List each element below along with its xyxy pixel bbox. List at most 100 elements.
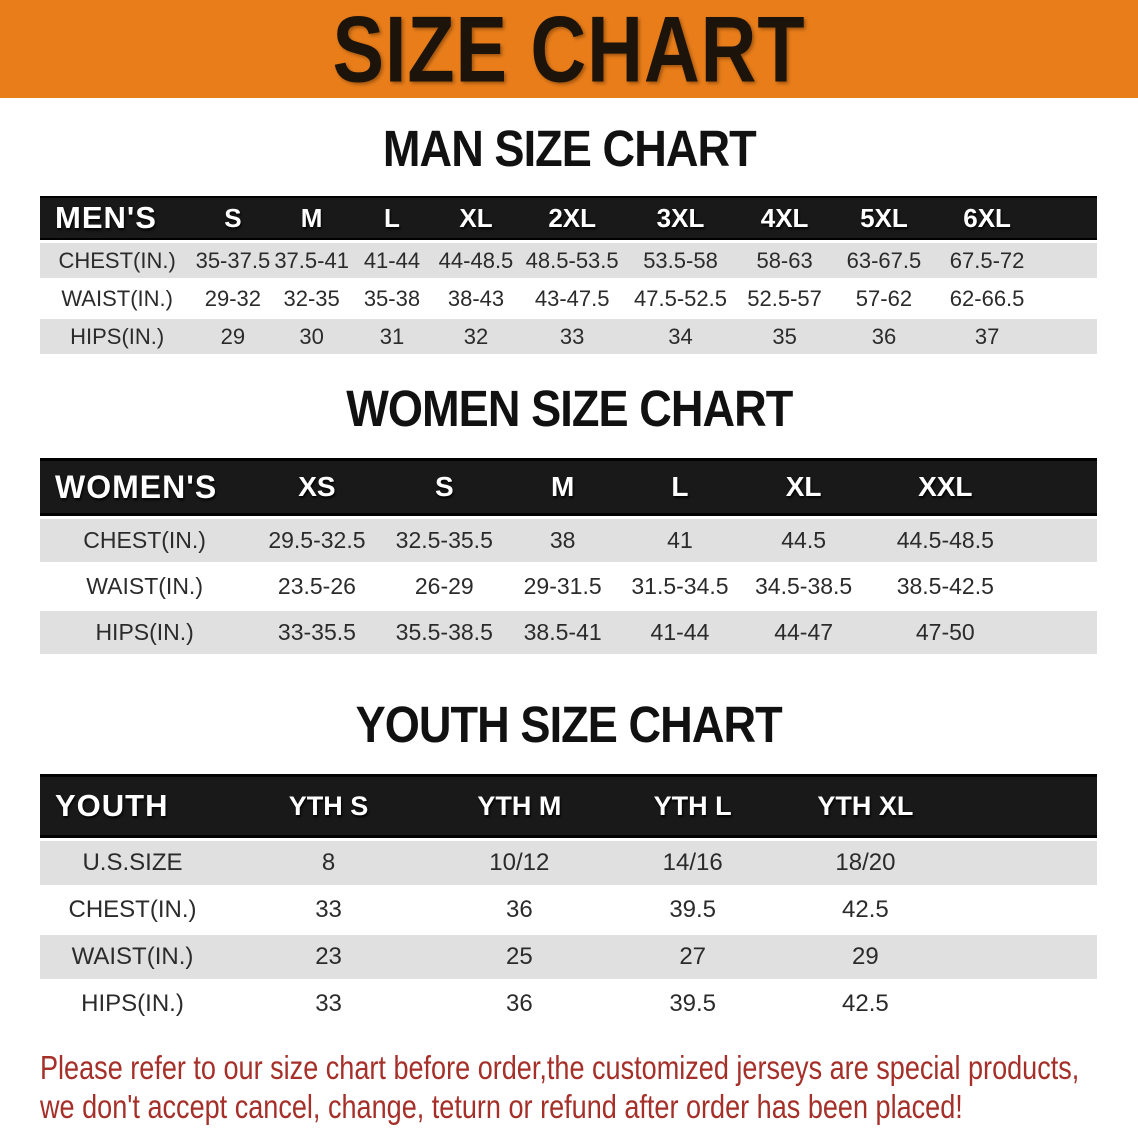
value-cell: 38-43 bbox=[447, 285, 505, 311]
value-cell: 29.5-32.5 bbox=[268, 527, 366, 553]
table-row: CHEST(IN.) 29.5-32.5 32.5-35.5 38 41 44.5 44.5… bbox=[40, 519, 1097, 562]
value-cell: 39.5 bbox=[669, 990, 717, 1017]
value-cell: 23 bbox=[315, 943, 342, 970]
column-header-cell: 6XL bbox=[963, 202, 1011, 233]
value-cell: 27 bbox=[679, 943, 707, 970]
column-header-cell: S bbox=[434, 471, 454, 502]
table-row: HIPS(IN.) 33-35.5 35.5-38.5 38.5-41 41-44 44-… bbox=[40, 611, 1097, 654]
column-header-cell: L bbox=[671, 471, 689, 502]
youth-size-table: YOUTH YTH S YTH M YTH L YTH XL U.S.SIZE 8 10/12… bbox=[40, 774, 1097, 1026]
table-row: CHEST(IN.) 33 36 39.5 42.5 bbox=[40, 888, 1097, 932]
value-cell: 44-47 bbox=[774, 619, 834, 645]
table-row: HIPS(IN.) 33 36 39.5 42.5 bbox=[40, 982, 1097, 1026]
table-row: CHEST(IN.) 35-37.5 37.5-41 41-44 44-48.5 48.5… bbox=[40, 243, 1097, 278]
disclaimer-line-1: Please refer to our size chart before or… bbox=[40, 1049, 1080, 1086]
value-cell: 18/20 bbox=[835, 849, 896, 876]
value-cell: 35-38 bbox=[363, 285, 421, 311]
column-header-cell: 2XL bbox=[548, 202, 596, 233]
value-cell: 42.5 bbox=[842, 990, 889, 1017]
men-section-heading: MAN SIZE CHART bbox=[382, 121, 757, 178]
order-disclaimer: Please refer to our size chart before or… bbox=[40, 1048, 1138, 1126]
value-cell: 62-66.5 bbox=[949, 285, 1025, 311]
banner-title: SIZE CHART bbox=[332, 0, 806, 102]
value-cell: 38 bbox=[549, 527, 576, 553]
table-title-cell: MEN'S bbox=[55, 200, 157, 235]
value-cell: 37.5-41 bbox=[274, 247, 349, 273]
column-header-cell: XXL bbox=[918, 471, 973, 502]
value-cell: 38.5-42.5 bbox=[896, 573, 994, 599]
table-row: WAIST(IN.) 29-32 32-35 35-38 38-43 43-47.5 47.… bbox=[40, 281, 1097, 316]
value-cell: 25 bbox=[505, 943, 533, 970]
value-cell: 44.5-48.5 bbox=[896, 527, 994, 553]
column-header-cell: 4XL bbox=[760, 202, 809, 233]
value-cell: 26-29 bbox=[414, 573, 474, 599]
row-label-cell: WAIST(IN.) bbox=[71, 943, 194, 970]
value-cell: 31 bbox=[379, 323, 405, 349]
row-label-cell: HIPS(IN.) bbox=[95, 619, 194, 645]
value-cell: 47-50 bbox=[915, 619, 975, 645]
value-cell: 32.5-35.5 bbox=[395, 527, 493, 553]
disclaimer-line-2: we don't accept cancel, change, teturn o… bbox=[40, 1088, 963, 1125]
column-header-cell: YTH L bbox=[653, 790, 732, 821]
column-header-cell: YTH S bbox=[288, 790, 369, 821]
youth-section-heading: YOUTH SIZE CHART bbox=[355, 697, 783, 754]
row-label-cell: HIPS(IN.) bbox=[81, 990, 184, 1017]
value-cell: 34.5-38.5 bbox=[755, 573, 853, 599]
column-header-cell: XS bbox=[298, 471, 336, 502]
value-cell: 14/16 bbox=[662, 849, 723, 876]
value-cell: 8 bbox=[321, 849, 336, 876]
value-cell: 38.5-41 bbox=[523, 619, 602, 645]
table-title-cell: YOUTH bbox=[55, 788, 169, 823]
value-cell: 47.5-52.5 bbox=[634, 285, 727, 311]
value-cell: 52.5-57 bbox=[747, 285, 822, 311]
value-cell: 29 bbox=[852, 943, 879, 970]
row-label-cell: U.S.SIZE bbox=[82, 849, 183, 876]
table-row: U.S.SIZE 8 10/12 14/16 18/20 bbox=[40, 841, 1097, 885]
value-cell: 63-67.5 bbox=[846, 247, 922, 273]
value-cell: 43-47.5 bbox=[534, 285, 610, 311]
row-label-cell: CHEST(IN.) bbox=[58, 247, 176, 273]
value-cell: 33 bbox=[559, 323, 585, 349]
value-cell: 42.5 bbox=[842, 896, 889, 923]
value-cell: 30 bbox=[299, 323, 324, 349]
table-header-row: WOMEN'S XS S M L XL XXL bbox=[40, 458, 1097, 516]
value-cell: 34 bbox=[668, 323, 693, 349]
column-header-cell: M bbox=[550, 471, 575, 502]
value-cell: 48.5-53.5 bbox=[525, 247, 619, 273]
value-cell: 23.5-26 bbox=[277, 573, 356, 599]
women-section-heading: WOMEN SIZE CHART bbox=[345, 381, 793, 438]
value-cell: 41-44 bbox=[650, 619, 710, 645]
value-cell: 29-31.5 bbox=[523, 573, 602, 599]
table-title-cell: WOMEN'S bbox=[55, 468, 218, 505]
value-cell: 44-48.5 bbox=[438, 247, 514, 273]
column-header-cell: XL bbox=[785, 471, 822, 502]
value-cell: 32 bbox=[463, 323, 489, 349]
table-row: WAIST(IN.) 23.5-26 26-29 29-31.5 31.5-34.5 34… bbox=[40, 565, 1097, 608]
column-header-cell: XL bbox=[459, 202, 493, 233]
value-cell: 33-35.5 bbox=[277, 619, 356, 645]
value-cell: 33 bbox=[315, 990, 342, 1017]
column-header-cell: 3XL bbox=[656, 202, 705, 233]
column-header-cell: L bbox=[384, 202, 400, 233]
value-cell: 35.5-38.5 bbox=[395, 619, 493, 645]
value-cell: 36 bbox=[505, 990, 533, 1017]
value-cell: 10/12 bbox=[489, 849, 550, 876]
table-row: HIPS(IN.) 29 30 31 32 33 34 35 36 37 bbox=[40, 319, 1097, 354]
value-cell: 37 bbox=[974, 323, 1000, 349]
value-cell: 39.5 bbox=[669, 896, 717, 923]
value-cell: 36 bbox=[871, 323, 897, 349]
column-header-cell: M bbox=[300, 202, 323, 233]
value-cell: 35 bbox=[772, 323, 797, 349]
womens-size-table: WOMEN'S XS S M L XL XXL CHEST(IN.) 29.5-32.5 32.5… bbox=[40, 458, 1097, 654]
row-label-cell: HIPS(IN.) bbox=[70, 323, 165, 349]
table-row: WAIST(IN.) 23 25 27 29 bbox=[40, 935, 1097, 979]
table-header-row: MEN'S S M L XL 2XL 3XL 4XL 5XL 6XL bbox=[40, 196, 1097, 240]
column-header-cell: S bbox=[224, 202, 242, 233]
value-cell: 31.5-34.5 bbox=[631, 573, 729, 599]
value-cell: 53.5-58 bbox=[643, 247, 718, 273]
row-label-cell: CHEST(IN.) bbox=[68, 896, 197, 923]
value-cell: 41-44 bbox=[363, 247, 421, 273]
column-header-cell: YTH XL bbox=[817, 790, 914, 821]
column-header-cell: 5XL bbox=[860, 202, 908, 233]
row-label-cell: WAIST(IN.) bbox=[86, 573, 203, 599]
